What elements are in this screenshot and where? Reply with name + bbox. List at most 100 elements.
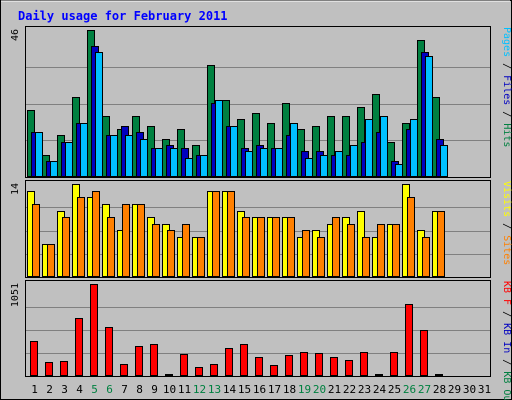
bottom-bar-kb-f bbox=[255, 357, 263, 376]
bottom-bar-kb-f bbox=[240, 344, 248, 376]
bottom-max-label: 1051 bbox=[10, 283, 21, 307]
day-label: 16 bbox=[253, 383, 266, 396]
top-bar-pages bbox=[200, 155, 208, 177]
day-label: 25 bbox=[388, 383, 401, 396]
bottom-bar-kb-f bbox=[315, 353, 323, 376]
day-label: 7 bbox=[121, 383, 128, 396]
top-bar-pages bbox=[65, 142, 73, 177]
middle-bar-sites bbox=[422, 237, 430, 277]
bottom-bar-kb-f bbox=[435, 374, 443, 376]
top-bar-pages bbox=[395, 164, 403, 177]
top-bar-pages bbox=[320, 155, 328, 177]
day-label: 6 bbox=[106, 383, 113, 396]
bottom-bar-kb-f bbox=[150, 344, 158, 376]
day-label: 8 bbox=[136, 383, 143, 396]
middle-bar-sites bbox=[122, 204, 130, 277]
bottom-axis-label-part: / bbox=[501, 305, 512, 323]
top-bar-pages bbox=[125, 135, 133, 177]
day-label: 4 bbox=[76, 383, 83, 396]
middle-bar-sites bbox=[47, 244, 55, 277]
top-bar-pages bbox=[425, 56, 433, 177]
bottom-bar-kb-f bbox=[30, 341, 38, 376]
top-bar-pages bbox=[185, 158, 193, 177]
middle-bar-sites bbox=[212, 191, 220, 277]
bottom-bar-kb-f bbox=[210, 364, 218, 376]
middle-axis-label-part: Visits bbox=[501, 181, 512, 217]
day-label: 1 bbox=[31, 383, 38, 396]
top-bar-pages bbox=[290, 123, 298, 177]
day-label: 2 bbox=[46, 383, 53, 396]
bottom-bar-kb-f bbox=[330, 357, 338, 376]
day-label: 21 bbox=[328, 383, 341, 396]
top-bar-pages bbox=[440, 145, 448, 177]
middle-bar-sites bbox=[332, 217, 340, 277]
day-label: 22 bbox=[343, 383, 356, 396]
bottom-bar-kb-f bbox=[75, 318, 83, 376]
middle-bar-sites bbox=[227, 191, 235, 277]
middle-axis-label-part: Sites bbox=[501, 235, 512, 265]
top-bar-pages bbox=[365, 119, 373, 177]
middle-bar-sites bbox=[137, 204, 145, 277]
day-label: 28 bbox=[433, 383, 446, 396]
top-bar-pages bbox=[80, 123, 88, 177]
bottom-bar-kb-f bbox=[405, 304, 413, 376]
middle-bar-sites bbox=[197, 237, 205, 277]
middle-bar-sites bbox=[182, 224, 190, 277]
middle-bar-sites bbox=[347, 224, 355, 277]
bottom-bar-kb-f bbox=[45, 362, 53, 376]
day-label: 13 bbox=[208, 383, 221, 396]
bottom-bar-kb-f bbox=[390, 352, 398, 376]
top-bar-pages bbox=[155, 148, 163, 177]
top-bar-pages bbox=[305, 158, 313, 177]
day-label: 27 bbox=[418, 383, 431, 396]
bottom-bar-kb-f bbox=[60, 361, 68, 376]
bottom-bar-kb-f bbox=[180, 354, 188, 376]
top-axis-label: Pages / Files / Hits bbox=[501, 27, 512, 147]
middle-bar-sites bbox=[92, 191, 100, 277]
day-label: 14 bbox=[223, 383, 237, 396]
middle-bar-sites bbox=[272, 217, 280, 277]
middle-bar-sites bbox=[107, 217, 115, 277]
top-axis-label-part: Pages bbox=[501, 27, 512, 57]
bottom-axis-label-part: KB F bbox=[501, 281, 512, 305]
top-bar-pages bbox=[140, 139, 148, 177]
middle-bar-sites bbox=[257, 217, 265, 277]
bottom-axis-label-part: / bbox=[501, 353, 512, 371]
bottom-bar-kb-f bbox=[90, 284, 98, 376]
bottom-bar-kb-f bbox=[285, 355, 293, 376]
day-label: 11 bbox=[178, 383, 191, 396]
bottom-axis-label: KB F / KB In / KB Out bbox=[501, 281, 512, 400]
top-bar-pages bbox=[50, 161, 58, 177]
bottom-bar-kb-f bbox=[105, 327, 113, 376]
middle-bar-sites bbox=[62, 217, 70, 277]
middle-bar-sites bbox=[437, 211, 445, 277]
middle-bar-sites bbox=[407, 197, 415, 277]
middle-axis-label-part: / bbox=[501, 217, 512, 235]
day-label: 17 bbox=[268, 383, 281, 396]
bottom-bar-kb-f bbox=[120, 364, 128, 376]
top-max-label: 46 bbox=[10, 29, 21, 41]
top-bar-pages bbox=[335, 151, 343, 177]
top-bar-pages bbox=[215, 100, 223, 177]
middle-bar-sites bbox=[167, 230, 175, 277]
bottom-bar-kb-f bbox=[270, 365, 278, 376]
top-axis-label-part: / bbox=[501, 57, 512, 75]
chart-title: Daily usage for February 2011 bbox=[18, 9, 228, 23]
middle-axis-label: Visits / Sites bbox=[501, 181, 512, 265]
middle-bar-sites bbox=[362, 237, 370, 277]
day-label: 3 bbox=[61, 383, 68, 396]
top-axis-label-part: / bbox=[501, 105, 512, 123]
day-label: 26 bbox=[403, 383, 416, 396]
middle-bar-sites bbox=[302, 230, 310, 277]
middle-panel: 14 Visits / Sites bbox=[10, 180, 512, 278]
bottom-panel: 1051 KB F / KB In / KB Out bbox=[10, 280, 512, 400]
day-label: 5 bbox=[91, 383, 98, 396]
middle-bar-sites bbox=[317, 237, 325, 277]
day-label: 9 bbox=[151, 383, 158, 396]
day-label: 12 bbox=[193, 383, 206, 396]
day-label: 23 bbox=[358, 383, 371, 396]
bottom-bar-kb-f bbox=[195, 367, 203, 376]
middle-bar-sites bbox=[77, 197, 85, 277]
